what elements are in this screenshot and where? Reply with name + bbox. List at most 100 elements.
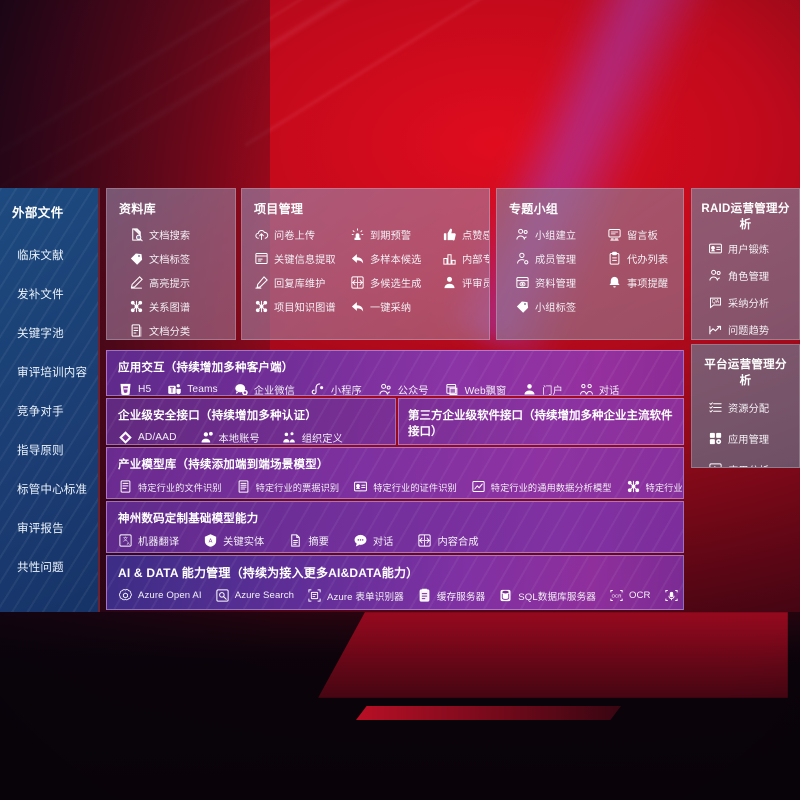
library-panel: 资料库 文档搜索 文档标签 高亮提示 关系图谱 文档分类: [106, 188, 236, 340]
project-item-one-click-adopt[interactable]: 一键采纳: [350, 299, 442, 314]
library-item-doc-search[interactable]: 文档搜索: [129, 227, 235, 242]
interaction-item-h5[interactable]: H5: [118, 382, 151, 395]
security-item-org-definition[interactable]: 组织定义: [282, 430, 343, 444]
group-item-label: 留言板: [627, 231, 658, 242]
project-item-reviewer-portrait[interactable]: 评审员画像: [442, 275, 489, 290]
group-panel: 专题小组 小组建立 留言板 成员管理 代办列表 资料管理: [496, 188, 684, 340]
interaction-item-label: 公众号: [397, 386, 429, 396]
interaction-item-dialog[interactable]: 对话: [579, 382, 620, 395]
data-analysis-icon: [471, 479, 486, 494]
sidebar-item-clinical-literature[interactable]: 临床文献: [17, 249, 64, 262]
platform-item-app-analytics[interactable]: 应用分析: [708, 462, 799, 467]
tag-icon: [515, 299, 530, 314]
project-item-label: 关键信息提取: [274, 255, 336, 266]
sidebar-item-competitors[interactable]: 竞争对手: [17, 405, 64, 418]
group-item-message-board[interactable]: 留言板: [607, 227, 683, 242]
aidata-item-label: Azure 表单识别器: [327, 591, 404, 603]
group-item-member-mgmt[interactable]: 成员管理: [515, 251, 607, 266]
raid-item-user[interactable]: 用户锻炼: [708, 241, 799, 256]
form-recognizer-icon: [307, 588, 322, 603]
aidata-item-cache-server[interactable]: 缓存服务器: [417, 588, 485, 603]
model-item-file-recognition[interactable]: 特定行业的文件识别: [118, 479, 222, 494]
dcits-item-label: 关键实体: [223, 537, 265, 548]
library-item-highlight[interactable]: 高亮提示: [129, 275, 235, 290]
interaction-item-wechat-work[interactable]: 企业微信: [234, 382, 295, 395]
security-item-local-account[interactable]: 本地账号: [199, 430, 260, 444]
interaction-item-teams[interactable]: Teams: [167, 382, 218, 395]
sidebar-item-keyword-pool[interactable]: 关键字池: [17, 327, 64, 340]
graph-network-icon: [626, 479, 641, 494]
raid-item-role-mgmt[interactable]: 角色管理: [708, 268, 799, 283]
project-item-questionnaire-upload[interactable]: 问卷上传: [254, 227, 350, 242]
model-item-receipt-recognition[interactable]: 特定行业的票据识别: [236, 479, 340, 494]
model-item-id-recognition[interactable]: 特定行业的证件识别: [353, 479, 457, 494]
project-item-multi-sample-candidate[interactable]: 多样本候选: [350, 251, 442, 266]
sidebar-item-review-report[interactable]: 审评报告: [17, 522, 64, 535]
model-item-knowledge-graph[interactable]: 特定行业的通用知识图谱模型: [626, 479, 683, 494]
project-item-thanks-like[interactable]: 点赞感谢: [442, 227, 489, 242]
raid-item-adoption-analysis[interactable]: QA 采纳分析: [708, 295, 799, 310]
security-band: 企业级安全接口（持续增加多种认证） AD/AAD 本地账号 组织定义: [106, 398, 396, 445]
aidata-item-form-recognizer[interactable]: Azure 表单识别器: [307, 588, 404, 603]
sidebar-item-guidelines[interactable]: 指导原则: [17, 444, 64, 457]
group-item-todo-list[interactable]: 代办列表: [607, 251, 683, 266]
dcits-item-summary[interactable]: 摘要: [288, 533, 329, 548]
aidata-item-sql-server[interactable]: SQL数据库服务器: [498, 588, 596, 603]
security-item-ad-aad[interactable]: AD/AAD: [118, 430, 177, 444]
sidebar-item-supplement-docs[interactable]: 发补文件: [17, 288, 64, 301]
content-merge-icon: [417, 533, 432, 548]
svg-text:QA: QA: [712, 299, 720, 305]
arrow-back-icon: [350, 299, 365, 314]
aidata-band-title: AI & DATA 能力管理（持续为接入更多AI&DATA能力）: [118, 566, 419, 580]
project-item-due-warning[interactable]: 到期预警: [350, 227, 442, 242]
sidebar-item-review-training[interactable]: 审评培训内容: [17, 366, 88, 379]
portal-user-icon: [522, 382, 537, 395]
platform-item-resource-alloc[interactable]: 资源分配: [708, 400, 799, 415]
interaction-item-mini-program[interactable]: 小程序: [311, 382, 362, 395]
project-item-multi-candidate-gen[interactable]: 多候选生成: [350, 275, 442, 290]
sidebar-item-common-issues[interactable]: 共性问题: [17, 561, 64, 574]
model-item-label: 特定行业的证件识别: [373, 482, 457, 493]
project-item-expert-ranking[interactable]: 内部专家排名: [442, 251, 490, 266]
group-item-reminder[interactable]: 事项提醒: [607, 275, 683, 290]
group-panel-title: 专题小组: [509, 202, 559, 216]
dcits-item-key-entity[interactable]: A 关键实体: [203, 533, 264, 548]
group-item-data-mgmt[interactable]: 资料管理: [515, 275, 607, 290]
extract-window-icon: [254, 251, 269, 266]
interaction-item-web-popup[interactable]: Web飘窗: [445, 382, 507, 395]
archive-box-icon: [515, 275, 530, 290]
aidata-item-speech-understanding[interactable]: 语音理解: [664, 588, 683, 603]
project-item-reply-library[interactable]: 回复库维护: [254, 275, 350, 290]
aidata-item-azure-search[interactable]: Azure Search: [215, 588, 294, 603]
group-item-create[interactable]: 小组建立: [515, 227, 607, 242]
interaction-item-portal[interactable]: 门户: [522, 382, 563, 396]
raid-panel-title: RAID运营管理分析: [701, 203, 790, 231]
interaction-item-official-account[interactable]: 公众号: [378, 382, 429, 396]
sidebar-item-standards-center[interactable]: 标管中心标准: [17, 483, 88, 496]
summary-doc-icon: [288, 533, 303, 548]
project-item-key-info-extract[interactable]: 关键信息提取: [254, 251, 350, 266]
aidata-item-azure-openai[interactable]: Azure Open AI: [118, 588, 202, 603]
group-item-tag[interactable]: 小组标签: [515, 299, 607, 314]
raid-item-issue-trend[interactable]: 问题趋势: [708, 322, 799, 337]
teams-icon: [167, 382, 182, 395]
model-item-data-analysis[interactable]: 特定行业的通用数据分析模型: [471, 479, 612, 494]
dcits-item-dialog[interactable]: 对话: [353, 533, 394, 548]
aidata-item-ocr[interactable]: OCR OCR: [609, 588, 651, 603]
task-list-icon: [708, 400, 723, 415]
interaction-item-label: 门户: [542, 386, 563, 396]
library-item-relation-graph[interactable]: 关系图谱: [129, 299, 235, 314]
platform-item-app-mgmt[interactable]: 应用管理: [708, 431, 799, 446]
platform-item-label: 应用分析: [728, 462, 769, 467]
library-item-doc-category[interactable]: 文档分类: [129, 323, 235, 338]
model-library-band: 产业模型库（持续添加端到端场景模型） 特定行业的文件识别 特定行业的票据识别 特…: [106, 447, 684, 499]
library-item-doc-tag[interactable]: 文档标签: [129, 251, 235, 266]
dcits-item-content-synthesis[interactable]: 内容合成: [417, 533, 479, 548]
model-library-item-list: 特定行业的文件识别 特定行业的票据识别 特定行业的证件识别 特定行业的通用数据分…: [118, 479, 683, 494]
project-item-knowledge-graph[interactable]: 项目知识图谱: [254, 299, 350, 314]
project-item-label: 内部专家排名: [462, 255, 490, 266]
